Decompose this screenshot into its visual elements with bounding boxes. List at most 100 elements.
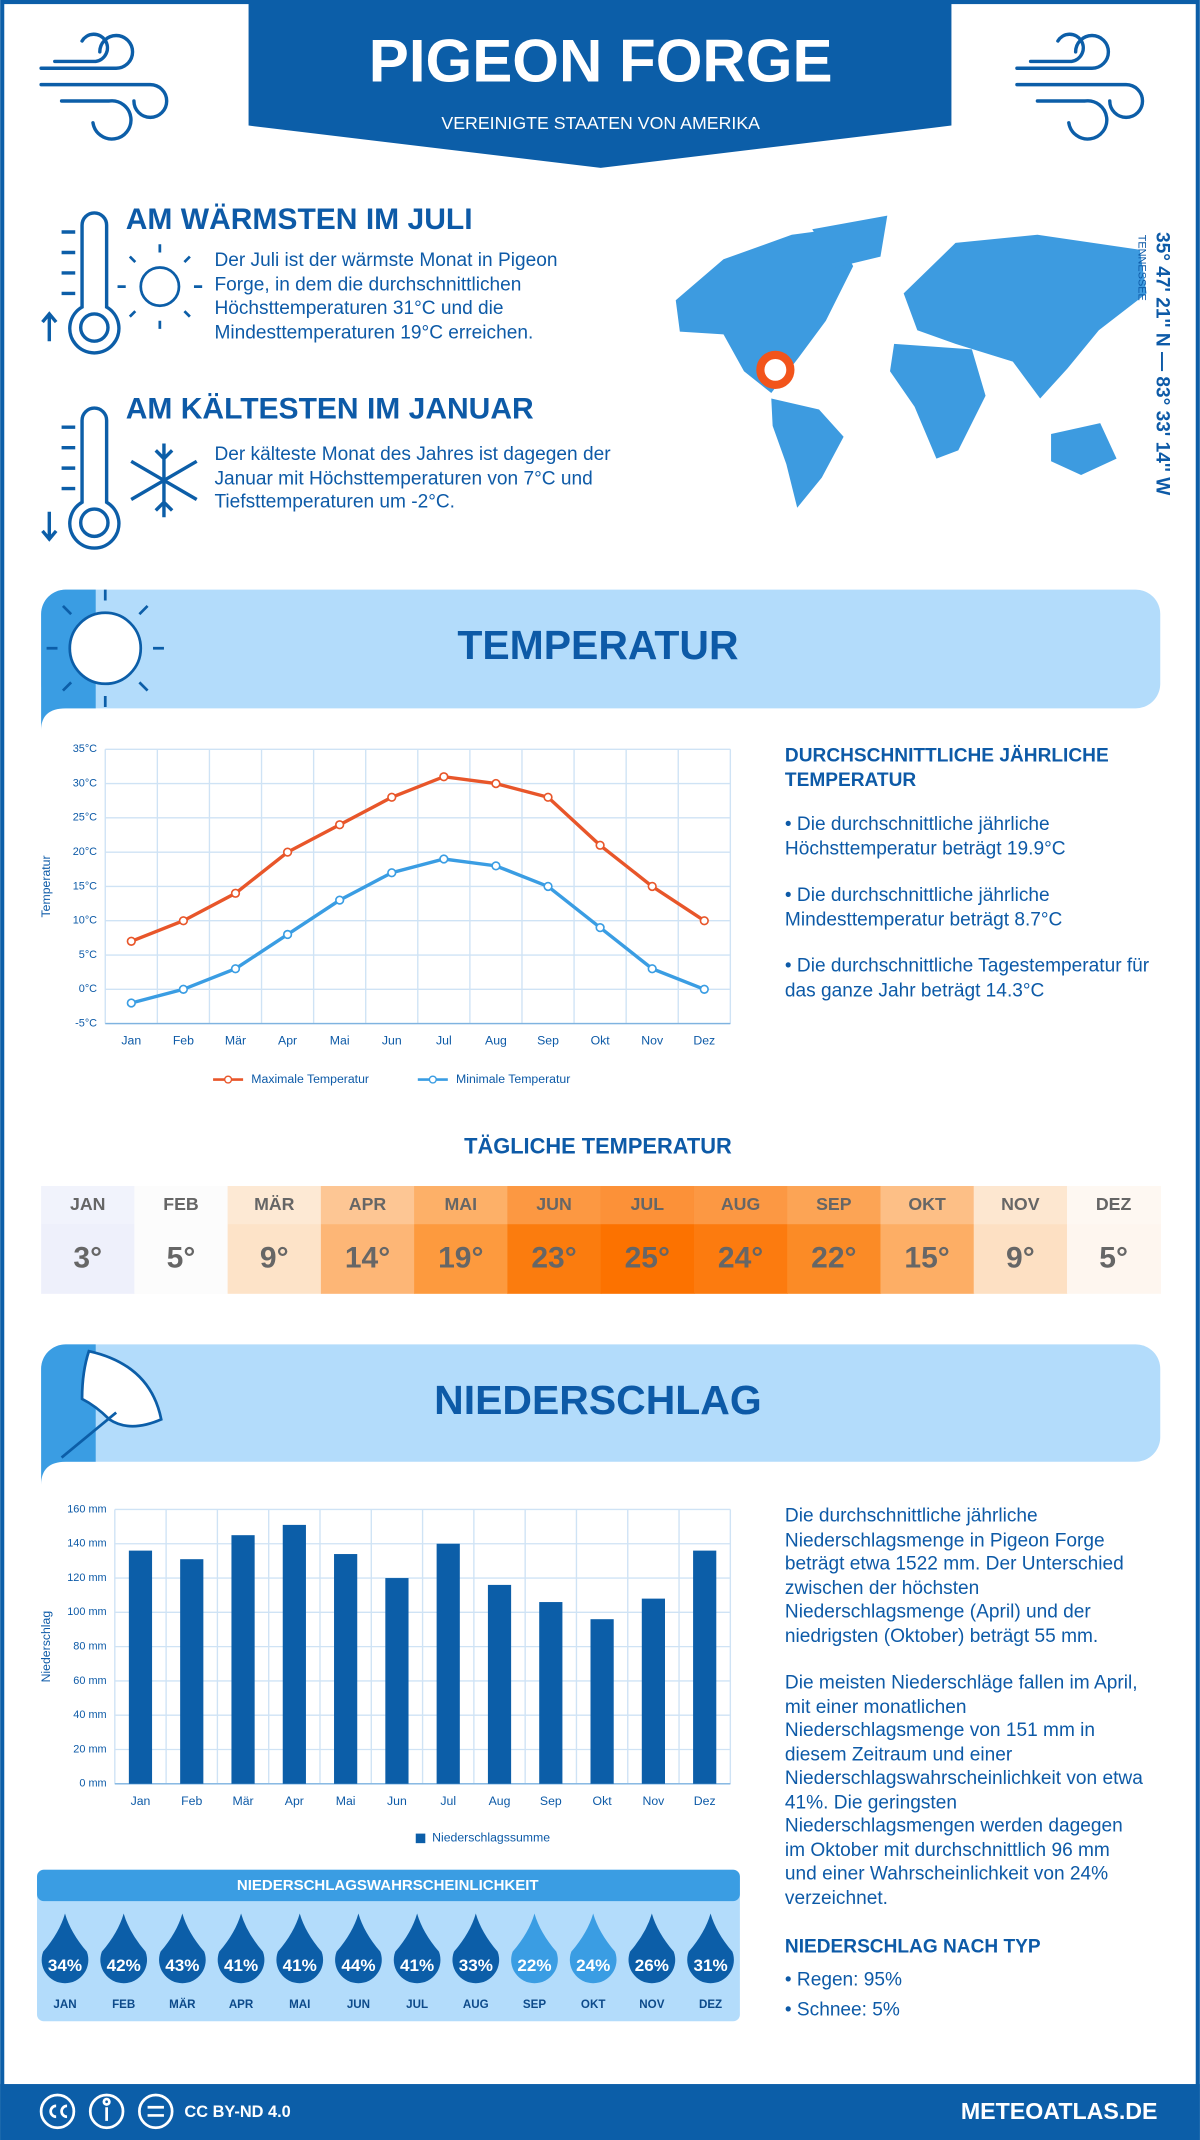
probability-value: 41% xyxy=(283,1956,317,1975)
x-tick-label: Jan xyxy=(131,1794,151,1808)
temp-cell xyxy=(227,1186,322,1294)
umbrella-icon xyxy=(60,1349,163,1459)
probability-value: 31% xyxy=(693,1956,727,1975)
precip-text-box: Die durchschnittliche jährliche Niedersc… xyxy=(784,1504,1124,1646)
probability-month: FEB xyxy=(112,1998,135,2011)
y-tick-label: 120 mm xyxy=(67,1572,106,1584)
point xyxy=(335,820,345,830)
point xyxy=(335,895,345,905)
temp-month: APR xyxy=(349,1194,387,1214)
type-title: NIEDERSCHLAG NACH TYP xyxy=(785,1937,1041,1958)
temp-value: 14° xyxy=(345,1242,390,1275)
probability-value: 43% xyxy=(165,1956,199,1975)
temp-cell-head xyxy=(600,1186,695,1225)
line xyxy=(130,774,706,943)
point xyxy=(387,868,397,878)
probability-value: 41% xyxy=(400,1956,434,1975)
temp-value: 3° xyxy=(73,1242,102,1275)
x-tick-label: Sep xyxy=(537,1034,559,1048)
y-tick-label: 100 mm xyxy=(67,1606,106,1618)
annual-item: • Die durchschnittliche jährliche Mindes… xyxy=(784,883,1063,929)
y-tick-label: 0°C xyxy=(79,983,97,995)
bar xyxy=(693,1550,717,1784)
temp-month: FEB xyxy=(163,1194,198,1214)
x-tick-label: Nov xyxy=(641,1034,664,1048)
probability-month: MAI xyxy=(289,1998,310,2011)
legend-marker xyxy=(223,1075,233,1084)
wind-icon xyxy=(39,32,169,141)
warmest-text-box: Der Juli ist der wärmste Monat in Pigeon… xyxy=(214,248,558,342)
annual-item: • Die durchschnittliche Tagestemperatur … xyxy=(784,953,1150,1000)
point xyxy=(647,881,657,892)
x-tick-label: Okt xyxy=(591,1034,611,1048)
probability-month: JAN xyxy=(53,1998,76,2011)
probability-box xyxy=(37,1869,740,2022)
x-tick-label: Okt xyxy=(593,1794,613,1808)
x-tick-label: Mär xyxy=(232,1794,253,1808)
probability-value: 24% xyxy=(576,1956,610,1975)
drop xyxy=(393,1913,441,1984)
precip-text-box: Die meisten Niederschläge fallen im Apri… xyxy=(785,1671,1143,1908)
y-tick-label: -5°C xyxy=(75,1017,97,1029)
daily-title: TÄGLICHE TEMPERATUR xyxy=(464,1134,732,1159)
temp-cell xyxy=(973,1186,1068,1294)
temp-value: 5° xyxy=(1099,1242,1128,1275)
annual-title: DURCHSCHNITTLICHE JÄHRLICHE TEMPERATUR xyxy=(784,743,1109,790)
bar xyxy=(436,1543,460,1784)
probability-value: 33% xyxy=(459,1956,493,1975)
point xyxy=(543,881,553,892)
legend-label: Minimale Temperatur xyxy=(456,1072,570,1086)
probability-title: NIEDERSCHLAGSWAHRSCHEINLICHKEIT xyxy=(237,1877,539,1894)
bar xyxy=(128,1550,153,1784)
point xyxy=(230,964,241,974)
legend-label: Maximale Temperatur xyxy=(251,1072,369,1086)
temp-month: AUG xyxy=(721,1194,760,1214)
city-title: PIGEON FORGE xyxy=(369,27,833,94)
temp-cell xyxy=(787,1186,882,1294)
region: TENNESSEE xyxy=(1135,235,1147,301)
coldest-title: AM KÄLTESTEN IM JANUAR xyxy=(126,393,534,426)
x-tick-label: Jul xyxy=(440,1794,456,1808)
legend-label: Niederschlagssumme xyxy=(432,1831,550,1845)
temp-cell-head xyxy=(134,1186,229,1225)
precip-text: Die durchschnittliche jährliche Niedersc… xyxy=(784,1504,1124,1646)
y-tick-label: 20 mm xyxy=(73,1743,106,1755)
temp-cell-head xyxy=(787,1186,882,1225)
probability-month: JUN xyxy=(347,1998,370,2011)
license: CC BY-ND 4.0 xyxy=(184,2103,290,2121)
point xyxy=(491,778,501,789)
coldest-text-box: Der kälteste Monat des Jahres ist dagege… xyxy=(214,442,610,512)
temp-month: JUL xyxy=(631,1194,665,1214)
probability-value: 26% xyxy=(635,1956,669,1975)
bar xyxy=(334,1554,358,1784)
probability-month: AUG xyxy=(463,1998,489,2011)
warmest-text: Der Juli ist der wärmste Monat in Pigeon… xyxy=(214,248,558,342)
x-tick-label: Mär xyxy=(225,1034,246,1048)
temp-value: 24° xyxy=(718,1242,763,1275)
point xyxy=(699,984,709,994)
temp-cell-head xyxy=(693,1186,788,1225)
temp-cell-head xyxy=(320,1186,415,1225)
sun-icon xyxy=(46,589,164,707)
x-tick-label: Aug xyxy=(489,1794,511,1808)
point xyxy=(126,998,136,1008)
y-tick-label: 35°C xyxy=(73,743,97,755)
probability-value: 44% xyxy=(341,1956,375,1975)
y-axis-label: Temperatur xyxy=(39,855,53,917)
temp-value: 25° xyxy=(625,1242,670,1275)
point xyxy=(595,922,605,933)
country-subtitle: VEREINIGTE STAATEN VON AMERIKA xyxy=(441,113,760,133)
temp-cell xyxy=(600,1186,695,1294)
temp-cell xyxy=(507,1186,602,1294)
legend-marker xyxy=(415,1833,426,1844)
bar xyxy=(487,1584,512,1784)
temp-cell-head xyxy=(880,1186,975,1225)
y-tick-label: 10°C xyxy=(73,915,97,927)
drop xyxy=(41,1913,89,1984)
y-tick-label: 60 mm xyxy=(73,1675,106,1687)
temp-cell-head xyxy=(507,1186,602,1225)
x-tick-label: Mai xyxy=(330,1034,350,1048)
x-tick-label: Feb xyxy=(173,1034,194,1048)
temp-value: 22° xyxy=(811,1242,856,1275)
